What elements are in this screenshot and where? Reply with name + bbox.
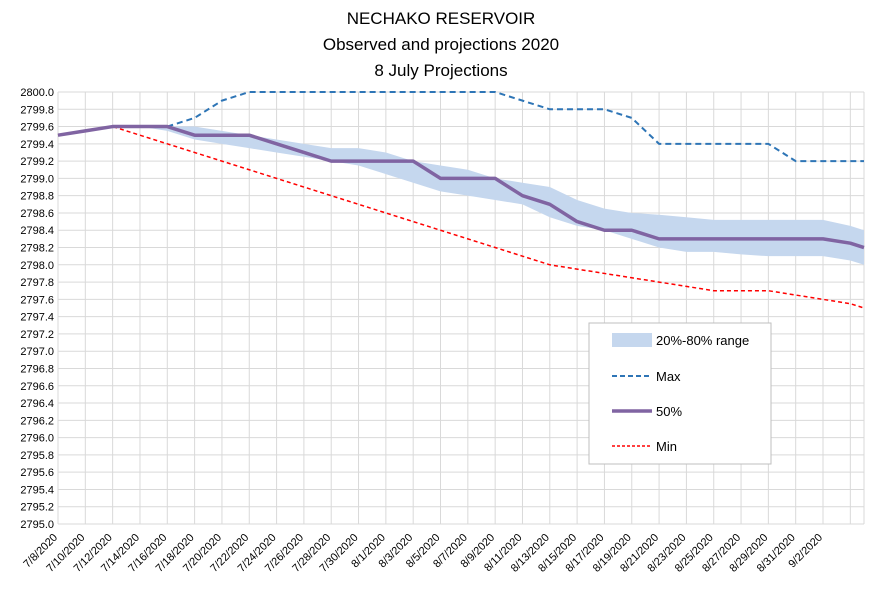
chart-title-line-1: NECHAKO RESERVOIR <box>347 9 536 28</box>
legend-label-max: Max <box>656 369 681 384</box>
legend-label-min: Min <box>656 439 677 454</box>
y-tick-label: 2796.6 <box>20 381 54 393</box>
y-tick-label: 2797.0 <box>20 346 54 358</box>
y-tick-label: 2800.0 <box>20 87 54 99</box>
y-tick-label: 2799.2 <box>20 156 54 168</box>
y-tick-label: 2798.2 <box>20 243 54 255</box>
chart-title-line-3: 8 July Projections <box>374 61 507 80</box>
y-tick-label: 2797.4 <box>20 312 54 324</box>
series-line-max <box>57 91 864 163</box>
chart-title: NECHAKO RESERVOIR Observed and projectio… <box>323 9 559 80</box>
y-tick-label: 2798.0 <box>20 260 54 272</box>
series-line-median <box>57 124 865 250</box>
y-tick-label: 2798.6 <box>20 208 54 220</box>
y-tick-label: 2795.8 <box>20 450 54 462</box>
y-tick-label: 2798.8 <box>20 191 54 203</box>
x-axis-ticks: 7/8/20207/10/20207/12/20207/14/20207/16/… <box>21 532 825 575</box>
y-tick-label: 2797.2 <box>20 329 54 341</box>
range-band-20-80 <box>58 126 864 265</box>
y-tick-label: 2795.6 <box>20 467 54 479</box>
series-line-min <box>57 125 865 309</box>
legend-label-band: 20%-80% range <box>656 333 749 348</box>
chart-title-line-2: Observed and projections 2020 <box>323 35 559 54</box>
y-tick-label: 2799.4 <box>20 139 54 151</box>
legend-label-median: 50% <box>656 404 682 419</box>
y-tick-label: 2796.0 <box>20 433 54 445</box>
y-tick-label: 2799.6 <box>20 122 54 134</box>
y-tick-label: 2795.0 <box>20 519 54 531</box>
y-tick-label: 2799.8 <box>20 104 54 116</box>
y-tick-label: 2797.8 <box>20 277 54 289</box>
legend: 20%-80% range Max 50% Min <box>588 322 772 465</box>
y-tick-label: 2798.4 <box>20 225 54 237</box>
y-tick-label: 2795.2 <box>20 502 54 514</box>
y-tick-label: 2797.6 <box>20 294 54 306</box>
range-band-layer <box>58 126 864 265</box>
y-tick-label: 2796.8 <box>20 363 54 375</box>
series-layer <box>57 91 865 309</box>
y-tick-label: 2795.4 <box>20 484 54 496</box>
y-tick-label: 2799.0 <box>20 173 54 185</box>
y-axis-ticks: 2795.0 2795.2 2795.4 2795.6 2795.8 2796.0 2796… <box>20 87 54 531</box>
y-tick-label: 2796.2 <box>20 415 54 427</box>
y-tick-label: 2796.4 <box>20 398 54 410</box>
legend-swatch-band <box>612 333 652 347</box>
